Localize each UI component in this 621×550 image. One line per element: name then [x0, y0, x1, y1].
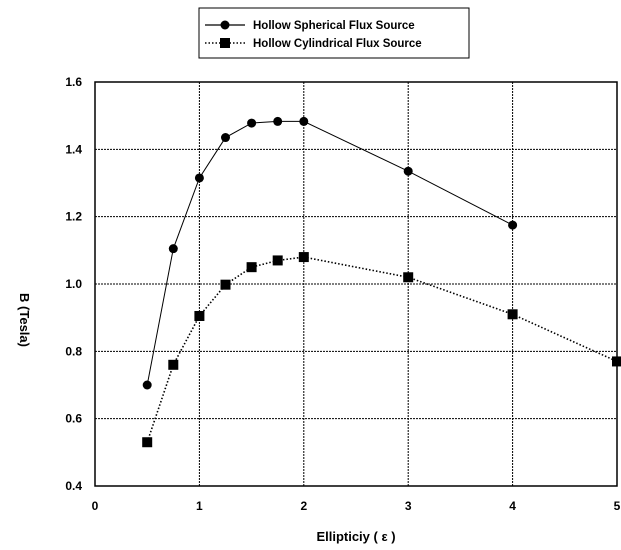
data-point-square — [194, 311, 204, 321]
legend-label: Hollow Spherical Flux Source — [253, 20, 415, 32]
series-line — [147, 121, 512, 385]
data-point-circle — [508, 221, 517, 230]
x-tick-label: 0 — [92, 499, 99, 513]
data-point-square — [273, 255, 283, 265]
data-point-square — [299, 252, 309, 262]
data-point-circle — [299, 117, 308, 126]
data-point-circle — [404, 167, 413, 176]
y-tick-label: 1.2 — [65, 210, 82, 224]
data-point-square — [403, 272, 413, 282]
y-tick-label: 1.4 — [65, 142, 82, 156]
data-point-circle — [273, 117, 282, 126]
y-tick-label: 0.4 — [65, 479, 82, 493]
grid — [95, 82, 617, 486]
data-point-circle — [247, 119, 256, 128]
legend-label: Hollow Cylindrical Flux Source — [253, 38, 422, 50]
series-cylindrical — [142, 252, 621, 447]
y-tick-label: 1.0 — [65, 277, 82, 291]
x-tick-label: 4 — [509, 499, 516, 513]
y-tick-label: 0.6 — [65, 412, 82, 426]
data-point-circle — [221, 133, 230, 142]
legend-box — [199, 8, 469, 58]
data-point-square — [221, 280, 231, 290]
data-point-square — [247, 262, 257, 272]
x-tick-label: 3 — [405, 499, 412, 513]
data-point-circle — [195, 173, 204, 182]
y-tick-labels: 0.4 0.6 0.8 1.0 1.2 1.4 1.6 — [65, 75, 82, 493]
x-tick-label: 5 — [614, 499, 621, 513]
legend-marker-circle — [221, 21, 230, 30]
x-axis-title: Ellipticiy ( ε ) — [316, 529, 395, 544]
y-axis-title: B (Tesla) — [17, 293, 32, 347]
data-point-circle — [169, 244, 178, 253]
data-point-square — [612, 356, 621, 366]
data-point-square — [508, 309, 518, 319]
series-spherical — [143, 117, 517, 390]
y-tick-label: 1.6 — [65, 75, 82, 89]
series-line — [147, 257, 617, 442]
data-point-square — [168, 360, 178, 370]
x-tick-label: 2 — [300, 499, 307, 513]
y-tick-label: 0.8 — [65, 344, 82, 358]
legend: Hollow Spherical Flux Source Hollow Cylin… — [199, 8, 469, 58]
data-point-square — [142, 437, 152, 447]
series-layer — [142, 117, 621, 447]
x-tick-labels: 0 1 2 3 4 5 — [92, 499, 621, 513]
x-tick-label: 1 — [196, 499, 203, 513]
data-point-circle — [143, 381, 152, 390]
legend-marker-square — [220, 38, 230, 48]
